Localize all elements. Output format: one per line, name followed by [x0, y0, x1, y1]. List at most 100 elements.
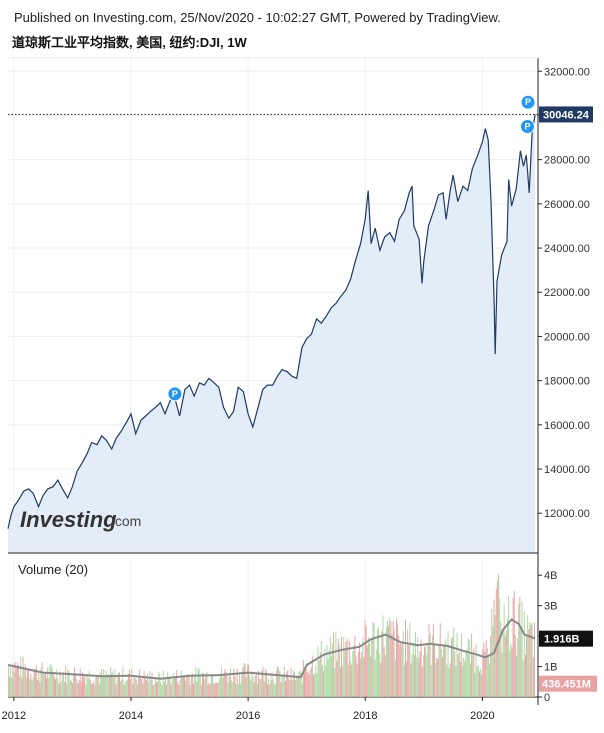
volume-bar [166, 684, 168, 697]
volume-bar [42, 674, 44, 697]
volume-bar [70, 680, 72, 697]
volume-bar [428, 623, 430, 697]
volume-bar [111, 673, 113, 697]
volume-bar [429, 633, 431, 697]
volume-bar [271, 672, 273, 697]
volume-bar [259, 679, 261, 697]
volume-bar [391, 634, 393, 697]
volume-bar [190, 676, 192, 697]
volume-bar [306, 669, 308, 697]
volume-bar [172, 672, 174, 697]
volume-bar [314, 673, 316, 697]
volume-bar [339, 667, 341, 697]
volume-bar [385, 627, 387, 697]
volume-bar [523, 611, 525, 697]
price-y-ticks: 12000.00 14000.00 16000.00 18000.00 20000.00… [538, 66, 590, 520]
volume-bar [425, 645, 427, 697]
volume-bar [253, 681, 255, 697]
volume-bar [384, 654, 386, 697]
investing-logo: Investing .com [20, 507, 141, 532]
volume-bar [452, 637, 454, 697]
volume-bar [59, 671, 61, 697]
volume-bar [354, 635, 356, 697]
volume-bar [39, 682, 41, 697]
price-tick-label: 18000.00 [544, 376, 590, 388]
volume-bar [184, 676, 185, 697]
volume-bar [196, 682, 198, 697]
volume-bar [221, 667, 222, 697]
volume-bar [305, 670, 307, 697]
volume-bar [329, 636, 331, 697]
volume-bar [112, 671, 114, 697]
volume-bar [434, 643, 436, 697]
volume-bar [158, 671, 160, 697]
event-marker-label: P [172, 389, 178, 399]
volume-bar [136, 684, 138, 697]
volume-bar [260, 679, 262, 697]
volume-bar [245, 677, 247, 697]
volume-bar [231, 680, 233, 697]
volume-bar [490, 635, 492, 697]
volume-bar [461, 634, 462, 697]
volume-bar [95, 677, 97, 697]
volume-bar [322, 664, 323, 697]
volume-bar [356, 664, 358, 697]
volume-bar [467, 638, 469, 697]
volume-tick-label: 4B [544, 570, 557, 582]
volume-bar [187, 674, 189, 697]
volume-bar [197, 668, 199, 697]
volume-bar [299, 671, 301, 697]
volume-bar [232, 682, 234, 697]
price-line[interactable] [7, 114, 536, 529]
volume-bar [125, 680, 127, 697]
volume-bar [326, 645, 328, 697]
volume-bar [413, 655, 415, 697]
volume-bar [131, 668, 133, 697]
volume-bar [307, 671, 309, 697]
volume-bar [394, 660, 396, 697]
volume-bar [153, 684, 155, 697]
volume-bar [519, 596, 521, 697]
volume-bar [140, 678, 142, 697]
volume-bar [298, 671, 300, 697]
volume-bar [462, 665, 464, 697]
volume-bar [237, 683, 239, 697]
volume-bar [280, 682, 282, 697]
volume-bar [471, 633, 473, 697]
volume-bar [154, 676, 156, 697]
volume-bar [186, 674, 188, 697]
volume-bar [210, 675, 212, 697]
volume-bar [60, 682, 62, 697]
volume-bar [119, 672, 120, 697]
volume-bar [23, 670, 25, 697]
volume-bar [504, 635, 506, 697]
volume-bar [411, 654, 413, 697]
volume-bar [156, 682, 157, 697]
volume-bar [315, 665, 317, 697]
volume-bar [258, 670, 260, 697]
volume-bar [34, 668, 36, 697]
volume-bar [102, 677, 104, 697]
volume-bar [241, 674, 243, 697]
volume-bar [157, 681, 159, 697]
volume-bar [528, 629, 530, 697]
volume-bar [374, 659, 376, 697]
volume-bar [319, 652, 321, 697]
volume-bar [301, 683, 303, 697]
volume-bar [78, 680, 80, 697]
volume-bar [511, 647, 513, 697]
volume-bar [390, 621, 392, 697]
volume-bar [217, 682, 219, 697]
volume-bar [85, 684, 87, 697]
volume-bar [346, 638, 348, 697]
volume-bar [269, 684, 271, 697]
volume-bar [74, 667, 76, 697]
volume-bar [33, 671, 35, 697]
volume-bar [82, 672, 83, 697]
volume-bar [403, 665, 405, 697]
volume-bar [335, 631, 337, 697]
volume-bar [255, 672, 257, 697]
volume-bar [69, 679, 71, 697]
volume-bar [427, 645, 429, 697]
